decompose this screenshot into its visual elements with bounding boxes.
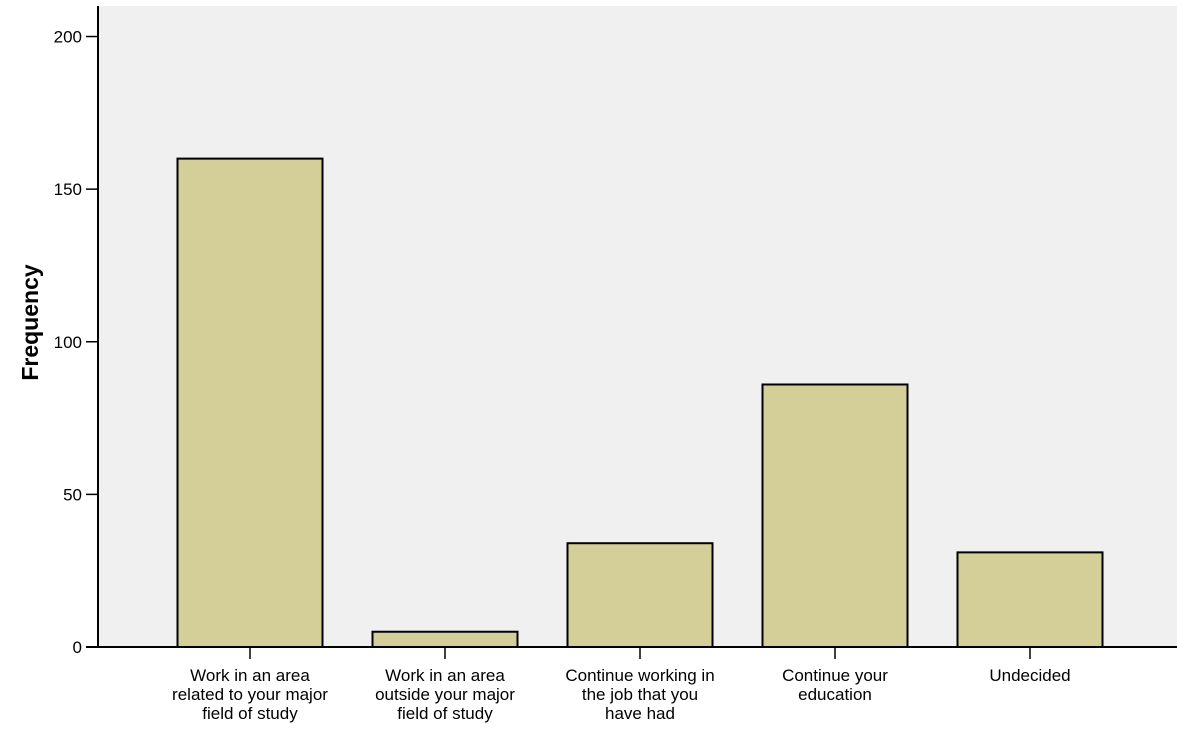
y-tick-label: 100 bbox=[54, 333, 82, 352]
x-tick-label: Continue working in the job that you have … bbox=[565, 666, 714, 723]
bars bbox=[176, 157, 1104, 649]
bar bbox=[176, 157, 324, 648]
y-tick-label: 150 bbox=[54, 180, 82, 199]
x-tick-label: Work in an area related to your major fiel… bbox=[172, 666, 328, 723]
bar bbox=[566, 542, 714, 649]
x-tick-label: Continue your education bbox=[782, 666, 888, 704]
y-tick-label: 0 bbox=[73, 638, 82, 657]
bar bbox=[761, 383, 909, 648]
x-tick-label: Work in an area outside your major field o… bbox=[375, 666, 515, 723]
y-axis-ticks: 0 50 100 150 200 bbox=[54, 28, 98, 657]
x-tick-label: Undecided bbox=[989, 666, 1070, 685]
bar bbox=[371, 630, 519, 649]
x-axis-ticks: Work in an area related to your major fiel… bbox=[172, 647, 1071, 723]
y-axis-label: Frequency bbox=[17, 264, 43, 381]
y-tick-label: 50 bbox=[63, 485, 82, 504]
bar bbox=[956, 551, 1104, 649]
y-tick-label: 200 bbox=[54, 28, 82, 47]
